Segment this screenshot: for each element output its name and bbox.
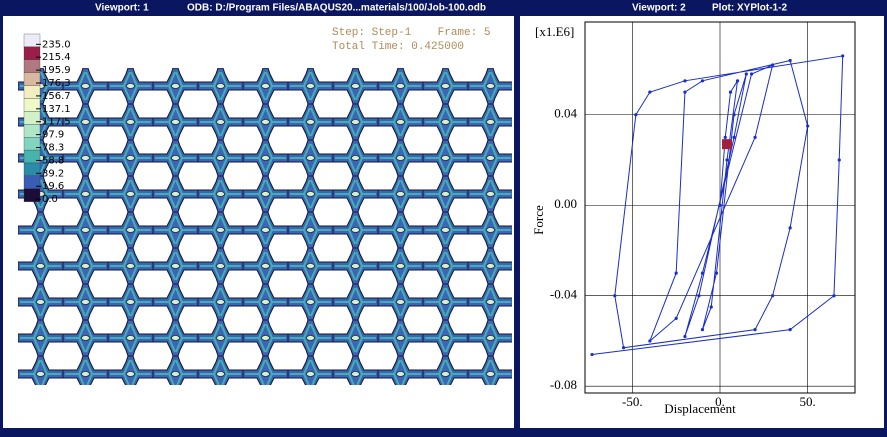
contour-plot — [18, 68, 512, 385]
legend-swatch — [23, 33, 41, 48]
y-tick-label: -0.08 — [550, 377, 577, 392]
data-point — [788, 328, 792, 332]
x-tick-label: 0. — [715, 394, 725, 409]
legend-label: 19.6 — [42, 181, 64, 192]
data-point — [674, 271, 678, 275]
legend-label: 137.1 — [42, 104, 71, 115]
viewport-name: Viewport: 1 — [95, 3, 149, 14]
data-point — [753, 135, 757, 139]
data-point — [683, 334, 687, 339]
odb-path: ODB: D:/Program Files/ABAQUS20...materia… — [187, 3, 486, 14]
data-point — [613, 294, 617, 298]
data-point — [709, 305, 713, 309]
y-axis-label: Force — [531, 205, 546, 235]
legend-label: 215.4 — [42, 52, 71, 63]
multiplier: [x1.E6] — [535, 24, 574, 39]
legend-swatch — [23, 46, 41, 60]
legend: 235.0 215.4 195.9 176.3 156.7 137.1 117.5 97.9 7… — [23, 33, 71, 205]
legend-label: 58.8 — [42, 155, 64, 166]
data-point — [806, 124, 810, 128]
viewport-name: Viewport: 2 — [632, 3, 686, 14]
y-tick-label: 0.04 — [554, 106, 577, 121]
data-point — [621, 346, 626, 350]
data-point — [770, 63, 775, 67]
x-tick-label: -50. — [622, 394, 643, 409]
legend-swatch — [23, 98, 41, 112]
legend-swatch — [23, 124, 41, 138]
data-point — [728, 90, 733, 94]
legend-label: 235.0 — [42, 39, 71, 50]
data-point — [590, 352, 594, 357]
time-info: Total Time: 0.425000 — [332, 41, 464, 53]
step-info: Step: Step-1 Frame: 5 — [332, 27, 490, 39]
legend-label: 117.5 — [42, 117, 71, 128]
legend-label: 0.0 — [42, 194, 58, 205]
data-point — [735, 79, 740, 83]
data-point — [674, 316, 678, 320]
data-point — [634, 113, 638, 117]
x-axis-label: Displacement — [664, 401, 736, 416]
y-tick-label: 0.00 — [554, 196, 577, 211]
legend-swatch — [23, 137, 41, 151]
plot-name: Plot: XYPlot-1-2 — [712, 3, 787, 14]
legend-label: 78.3 — [42, 143, 64, 154]
legend-label: 156.7 — [42, 91, 71, 102]
data-point — [744, 72, 748, 76]
data-point — [718, 203, 722, 207]
data-point — [725, 158, 729, 162]
legend-swatch — [23, 175, 41, 189]
data-point — [683, 79, 687, 83]
legend-swatch — [23, 149, 41, 164]
data-point — [732, 135, 736, 139]
viewport-2[interactable] — [520, 16, 884, 428]
data-point — [770, 294, 775, 298]
data-point — [648, 339, 652, 343]
data-point — [841, 54, 845, 58]
data-point — [749, 72, 754, 76]
data-point — [723, 135, 727, 139]
legend-swatch — [23, 188, 41, 202]
data-point — [753, 328, 757, 332]
data-point — [700, 271, 705, 275]
data-point — [683, 90, 687, 94]
x-tick-label: 50. — [800, 394, 816, 409]
data-point — [837, 158, 841, 162]
data-point — [700, 328, 705, 332]
legend-swatch — [23, 72, 41, 86]
current-marker — [722, 139, 733, 150]
legend-label: 39.2 — [42, 168, 64, 179]
xy-plot: -50. 0. 50. -0.08 -0.04 0.00 0.04 [x1.E6] Displa… — [531, 21, 856, 416]
data-point — [732, 113, 736, 117]
data-point — [788, 226, 792, 230]
data-point — [697, 294, 701, 298]
y-tick-label: -0.04 — [550, 287, 578, 302]
legend-swatch — [23, 59, 41, 73]
data-point — [648, 90, 652, 94]
legend-label: 195.9 — [42, 65, 71, 76]
legend-label: 97.9 — [42, 130, 64, 141]
legend-label: 176.3 — [42, 78, 71, 89]
data-point — [714, 271, 719, 275]
data-point — [788, 58, 792, 63]
data-point — [832, 294, 836, 298]
legend-swatch — [23, 162, 41, 177]
data-point — [700, 79, 705, 83]
legend-swatch — [23, 85, 41, 99]
legend-swatch — [23, 111, 41, 125]
